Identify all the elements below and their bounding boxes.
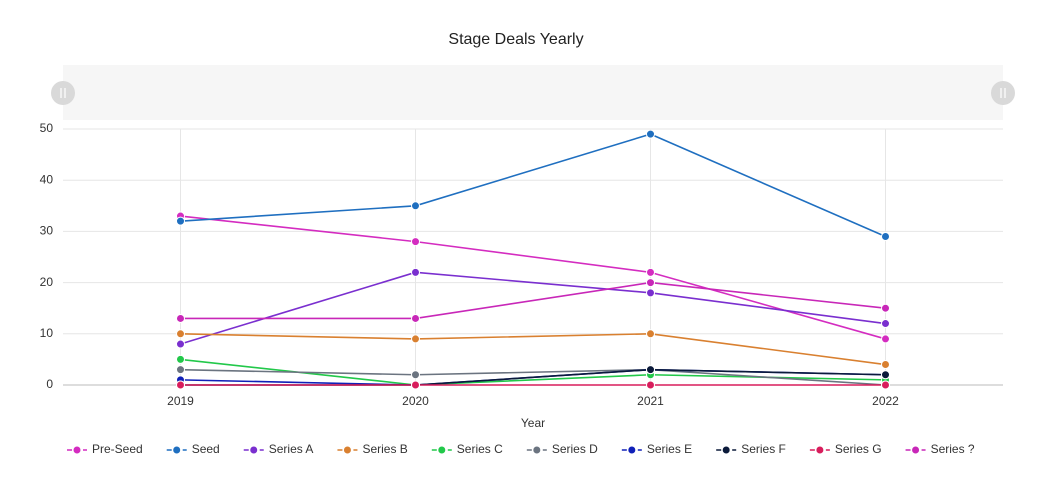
legend-marker: [628, 446, 636, 454]
data-point: [646, 380, 655, 390]
series-line: [180, 281, 886, 320]
legend-item[interactable]: Series A: [243, 442, 314, 456]
series-line: [180, 215, 886, 340]
legend-marker: [73, 446, 81, 454]
legend-item[interactable]: Series C: [431, 442, 503, 456]
legend-label: Series ?: [931, 442, 975, 456]
legend-item[interactable]: Seed: [166, 442, 220, 456]
data-point: [881, 380, 890, 390]
data-point: [646, 278, 655, 288]
legend-marker: [533, 446, 541, 454]
y-tick-label: 10: [40, 326, 54, 340]
data-point: [176, 339, 185, 349]
legend-label: Series F: [741, 442, 786, 456]
data-point: [881, 319, 890, 329]
legend-item[interactable]: Series G: [809, 442, 882, 456]
zoom-slider[interactable]: [63, 65, 1003, 120]
legend-item[interactable]: Series F: [716, 442, 786, 456]
legend-item[interactable]: Pre-Seed: [67, 442, 143, 456]
y-tick-label: 40: [40, 172, 54, 186]
data-point: [176, 313, 185, 323]
data-point: [881, 360, 890, 370]
legend-item[interactable]: Series E: [621, 442, 692, 456]
legend-marker: [173, 446, 181, 454]
data-point: [646, 365, 655, 375]
series-line: [180, 271, 886, 345]
legend-marker: [722, 446, 730, 454]
x-tick-label: 2019: [167, 394, 194, 408]
data-point: [176, 380, 185, 390]
data-point: [411, 237, 420, 247]
chart-title: Stage Deals Yearly: [448, 31, 583, 48]
legend-label: Seed: [192, 442, 220, 456]
data-point: [881, 303, 890, 313]
legend-label: Series D: [552, 442, 598, 456]
data-point: [411, 334, 420, 344]
x-tick-label: 2020: [402, 394, 429, 408]
data-point: [881, 232, 890, 242]
data-point: [646, 267, 655, 277]
legend-label: Series A: [269, 442, 314, 456]
data-point: [176, 329, 185, 339]
data-point: [411, 313, 420, 323]
data-point: [646, 129, 655, 139]
legend-label: Series E: [647, 442, 692, 456]
legend-label: Series B: [362, 442, 407, 456]
data-point: [176, 216, 185, 226]
data-point: [881, 334, 890, 344]
y-tick-label: 0: [46, 377, 53, 391]
zoom-handle-right[interactable]: [991, 81, 1015, 105]
y-tick-label: 20: [40, 275, 54, 289]
legend-item[interactable]: Series B: [337, 442, 408, 456]
legend-item[interactable]: Series ?: [905, 442, 975, 456]
data-point: [176, 365, 185, 375]
data-point: [411, 370, 420, 380]
series-line: [180, 368, 886, 386]
legend-marker: [816, 446, 824, 454]
x-tick-label: 2021: [637, 394, 664, 408]
x-axis-label: Year: [521, 416, 545, 430]
series-line: [180, 133, 886, 238]
legend-label: Pre-Seed: [92, 442, 143, 456]
data-point: [411, 380, 420, 390]
legend-label: Series C: [457, 442, 503, 456]
data-point: [646, 329, 655, 339]
legend-marker: [912, 446, 920, 454]
legend-label: Series G: [835, 442, 882, 456]
data-point: [646, 288, 655, 298]
y-tick-label: 30: [40, 224, 54, 238]
x-tick-label: 2022: [872, 394, 899, 408]
legend-marker: [250, 446, 258, 454]
data-point: [411, 201, 420, 211]
data-point: [176, 354, 185, 364]
legend-marker: [438, 446, 446, 454]
legend-item[interactable]: Series D: [526, 442, 598, 456]
data-point: [411, 267, 420, 277]
data-point: [881, 370, 890, 380]
y-tick-label: 50: [40, 121, 54, 135]
legend-marker: [343, 446, 351, 454]
series-line: [180, 332, 886, 366]
zoom-handle-left[interactable]: [51, 81, 75, 105]
